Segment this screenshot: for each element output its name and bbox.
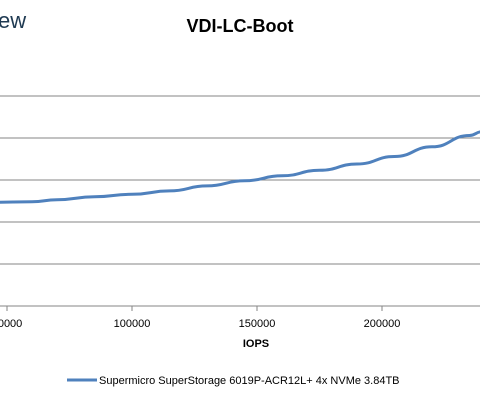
- x-axis-title: IOPS: [243, 338, 269, 350]
- x-tick-label-1: 100000: [114, 318, 151, 330]
- series-layer: [0, 130, 480, 204]
- x-tick-label-0: 00000: [0, 318, 22, 330]
- brand-logo-fragment: ew: [0, 8, 26, 33]
- series-line-1: [0, 130, 480, 204]
- x-tick-label-3: 200000: [364, 318, 401, 330]
- legend-label-series-1: Supermicro SuperStorage 6019P-ACR12L+ 4x…: [99, 375, 400, 387]
- x-axis-ticks: 00000 100000 150000 200000: [0, 306, 400, 330]
- x-tick-label-2: 150000: [239, 318, 276, 330]
- legend: Supermicro SuperStorage 6019P-ACR12L+ 4x…: [67, 375, 400, 387]
- chart-title: VDI-LC-Boot: [187, 16, 294, 36]
- plot-area: 00000 100000 150000 200000: [0, 95, 480, 330]
